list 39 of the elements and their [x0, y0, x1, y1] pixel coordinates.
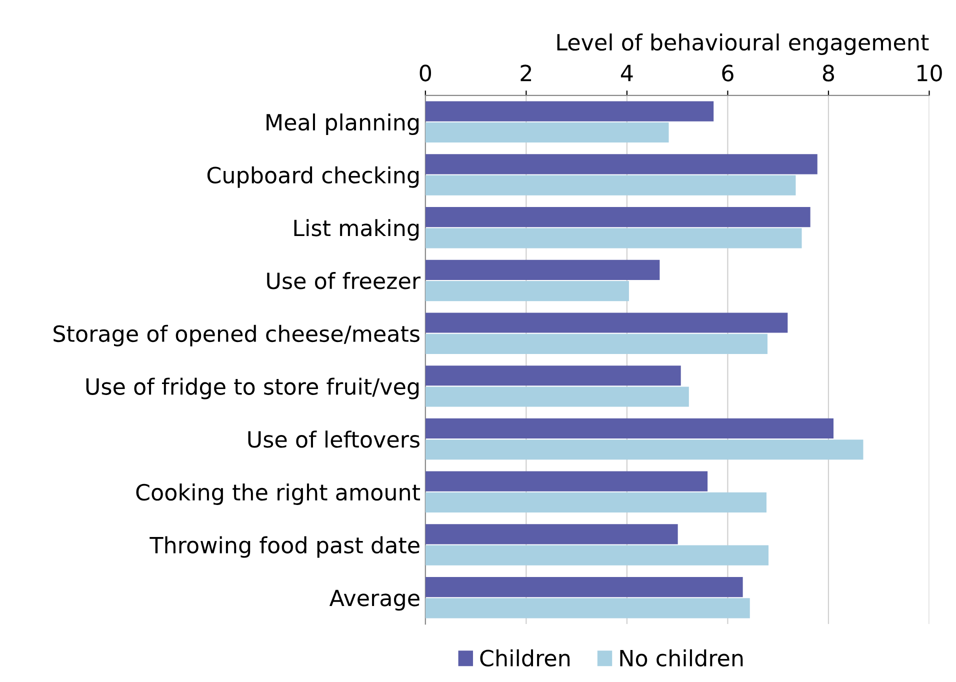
- y-tick-label: Meal planning: [266, 113, 419, 135]
- bar: [425, 154, 818, 174]
- bar: [425, 281, 629, 302]
- bar: [425, 576, 743, 598]
- y-tick-label: Use of leftovers: [248, 430, 420, 448]
- legend-label: No children: [620, 649, 743, 667]
- x-tick-label: 4: [620, 64, 633, 82]
- y-tick-label: Use of freezer: [267, 272, 421, 290]
- bar: [425, 366, 681, 386]
- bar: [425, 524, 678, 544]
- bar: [425, 260, 660, 280]
- x-tick-label: 10: [918, 64, 942, 82]
- bar: [425, 228, 802, 248]
- y-tick-label: Throwing food past date: [150, 536, 420, 558]
- bar: [425, 122, 669, 143]
- bar: [425, 207, 810, 228]
- x-tick-label: 8: [822, 64, 834, 82]
- y-tick-label: Storage of opened cheese/meats: [54, 324, 420, 346]
- x-axis-title: Level of behavioural engagement: [557, 33, 929, 55]
- bar: [425, 545, 769, 566]
- bar: [425, 101, 714, 122]
- bar: [425, 598, 750, 618]
- bar: [425, 334, 768, 354]
- y-tick-label: Cooking the right amount: [136, 483, 420, 505]
- bar: [425, 175, 796, 196]
- bar: [425, 492, 766, 513]
- bar: [425, 386, 689, 407]
- bar: [425, 418, 834, 439]
- bar: [425, 440, 864, 460]
- x-tick-label: 0: [420, 64, 432, 82]
- y-tick-label: Use of fridge to store fruit/veg: [86, 378, 419, 400]
- y-tick-label: Cupboard checking: [207, 166, 419, 188]
- bar: [425, 471, 708, 492]
- x-tick-label: 6: [722, 64, 734, 82]
- bar: [425, 312, 788, 333]
- y-tick-label: Average: [329, 590, 420, 611]
- legend-label: Children: [480, 649, 570, 667]
- y-tick-label: List making: [294, 219, 419, 241]
- x-tick-label: 2: [520, 64, 532, 82]
